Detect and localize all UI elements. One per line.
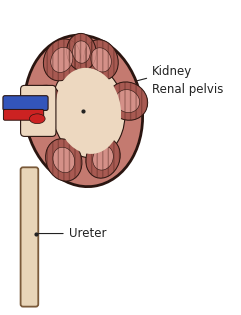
Text: Renal pelvis: Renal pelvis [86, 83, 223, 110]
Ellipse shape [24, 85, 60, 117]
Ellipse shape [53, 147, 75, 173]
Ellipse shape [107, 82, 148, 120]
Ellipse shape [67, 33, 96, 71]
Ellipse shape [43, 39, 80, 81]
Ellipse shape [51, 47, 73, 72]
FancyBboxPatch shape [3, 96, 48, 110]
Ellipse shape [24, 35, 143, 187]
Ellipse shape [84, 40, 118, 80]
Text: Ureter: Ureter [39, 227, 106, 240]
Ellipse shape [115, 89, 140, 112]
Ellipse shape [52, 64, 125, 158]
Ellipse shape [73, 41, 90, 63]
Ellipse shape [55, 68, 121, 154]
Ellipse shape [86, 138, 120, 178]
FancyBboxPatch shape [20, 167, 38, 306]
Ellipse shape [93, 146, 113, 170]
FancyBboxPatch shape [20, 85, 56, 136]
Ellipse shape [29, 114, 45, 124]
Text: Kidney: Kidney [137, 65, 192, 81]
Ellipse shape [32, 92, 53, 111]
FancyBboxPatch shape [3, 109, 44, 120]
Ellipse shape [46, 139, 82, 181]
Ellipse shape [91, 48, 111, 72]
